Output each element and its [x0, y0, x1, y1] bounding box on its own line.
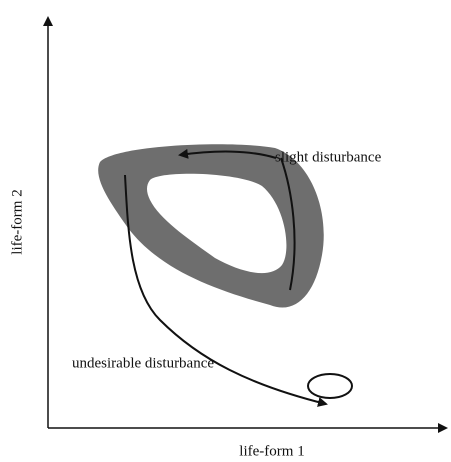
- y-axis-label: life-form 2: [9, 189, 25, 254]
- x-axis-label: life-form 1: [239, 443, 304, 459]
- undesirable-path: [124, 174, 328, 407]
- return-arrow: [178, 148, 277, 159]
- stability-domain: [98, 144, 324, 308]
- alternate-attractor-loop: [307, 373, 353, 399]
- annotation: slight disturbance: [275, 149, 382, 165]
- disturbance-path: [280, 157, 296, 291]
- annotation: undesirable disturbance: [72, 355, 214, 371]
